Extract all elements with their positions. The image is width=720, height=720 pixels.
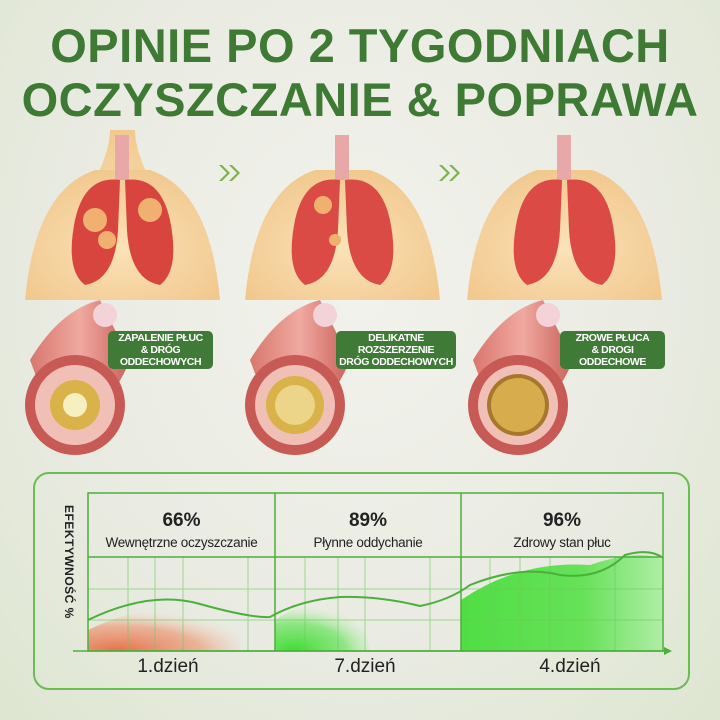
effectiveness-curve (87, 551, 664, 621)
panel-2-value: 89% (348, 510, 388, 531)
torso-stage-2 (245, 135, 440, 300)
panel-frame (87, 492, 664, 652)
panel-1-day: 1.dzień (137, 656, 199, 677)
label-line: ODDECHOWYCH (119, 356, 202, 368)
stage-1-label: ZAPALENIE PŁUC & DRÓG ODDECHOWYCH (108, 331, 213, 369)
panel-1-value: 66% (162, 510, 201, 531)
area-panel-1 (88, 605, 240, 651)
panel-3-day: 4.dzień (539, 656, 601, 677)
x-axis-arrow-icon (664, 647, 672, 655)
stage-2-label: DELIKATNE ROZSZERZENIE DRÓG ODDECHOWYCH (336, 331, 456, 369)
bronchus-stage-2 (245, 300, 350, 455)
torso-stage-3 (467, 135, 662, 300)
area-panel-2 (275, 600, 370, 651)
label-line: ZAPALENIE PŁUC (118, 332, 203, 344)
bronchus-stage-1 (25, 300, 130, 455)
double-chevron-right-icon (439, 165, 460, 181)
label-line: & DROGI (591, 344, 634, 356)
label-line: ROZSZERZENIE (357, 344, 435, 356)
grid-lines (88, 557, 663, 651)
title-line-1: OPINIE PO 2 TYGODNIACH (50, 19, 670, 72)
area-panel-3 (461, 555, 663, 651)
title-line-2: OCZYSZCZANIE & POPRAWA (21, 73, 699, 126)
stage-3-label: ZROWE PŁUCA & DROGI ODDECHOWE (560, 331, 665, 369)
double-chevron-right-icon (219, 165, 240, 181)
label-line: ODDECHOWE (579, 356, 646, 368)
label-line: ZROWE PŁUCA (575, 332, 650, 344)
panel-1-description: Wewnętrzne oczyszczanie (105, 535, 258, 550)
panel-3-value: 96% (542, 510, 582, 531)
effectiveness-chart (33, 472, 690, 690)
bronchus-stage-3 (468, 300, 573, 455)
lungs-illustrations (25, 130, 662, 455)
panel-3-description: Zdrowy stan płuc (513, 535, 611, 550)
label-line: & DRÓG (140, 344, 181, 356)
label-line: DRÓG ODDECHOWYCH (339, 356, 453, 368)
panel-2-description: Płynne oddychanie (313, 535, 423, 550)
panel-2-day: 7.dzień (334, 656, 396, 677)
y-axis-label: EFEKTYWNOŚĆ % (62, 505, 76, 619)
label-line: DELIKATNE (368, 332, 424, 344)
torso-stage-1 (25, 130, 220, 300)
